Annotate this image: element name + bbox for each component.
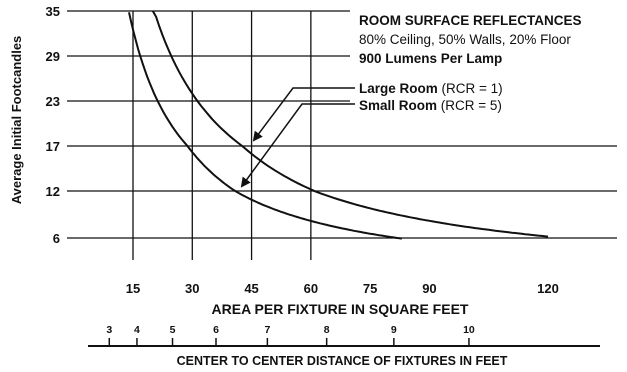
large-room-curve bbox=[151, 10, 549, 238]
secondary-tick-label: 8 bbox=[324, 324, 330, 336]
lumens-note: 900 Lumens Per Lamp bbox=[359, 51, 502, 66]
secondary-axis-title: CENTER TO CENTER DISTANCE OF FIXTURES IN… bbox=[177, 354, 508, 368]
y-tick-label: 12 bbox=[46, 184, 60, 199]
small-room-curve bbox=[128, 12, 402, 240]
x-tick-label: 90 bbox=[422, 281, 436, 296]
curves bbox=[128, 10, 549, 240]
y-tick-label: 35 bbox=[46, 4, 60, 19]
y-tick-label: 23 bbox=[46, 94, 60, 109]
x-tick-label: 60 bbox=[304, 281, 318, 296]
x-tick-label: 15 bbox=[126, 281, 140, 296]
y-tick-labels: 6 12 17 23 29 35 bbox=[46, 4, 60, 246]
reflectance-values: 80% Ceiling, 50% Walls, 20% Floor bbox=[359, 32, 571, 47]
secondary-tick-label: 9 bbox=[391, 324, 397, 336]
secondary-tick-label: 3 bbox=[106, 324, 112, 336]
secondary-tick-labels: 3 4 5 6 7 8 9 10 bbox=[106, 324, 475, 346]
x-tick-label: 120 bbox=[537, 281, 559, 296]
small-room-arrow bbox=[240, 103, 355, 188]
x-tick-label: 45 bbox=[244, 281, 258, 296]
y-tick-label: 6 bbox=[53, 231, 60, 246]
y-axis-title: Average Initial Footcandles bbox=[9, 36, 24, 205]
annotation-block: ROOM SURFACE REFLECTANCES 80% Ceiling, 5… bbox=[350, 8, 622, 118]
secondary-tick-label: 4 bbox=[134, 324, 140, 336]
x-tick-label: 75 bbox=[363, 281, 377, 296]
x-tick-label: 30 bbox=[185, 281, 199, 296]
x-axis-title: AREA PER FIXTURE IN SQUARE FEET bbox=[212, 301, 469, 317]
reflectance-heading: ROOM SURFACE REFLECTANCES bbox=[359, 13, 582, 28]
secondary-tick-label: 6 bbox=[213, 324, 219, 336]
small-room-label: Small Room (RCR = 5) bbox=[359, 98, 502, 113]
secondary-tick-label: 5 bbox=[170, 324, 176, 336]
large-room-arrow bbox=[252, 87, 355, 142]
secondary-tick-label: 10 bbox=[463, 324, 475, 336]
x-tick-labels: 15 30 45 60 75 90 120 bbox=[126, 281, 559, 296]
y-tick-label: 29 bbox=[46, 49, 60, 64]
y-tick-label: 17 bbox=[46, 139, 60, 154]
secondary-tick-label: 7 bbox=[264, 324, 270, 336]
large-room-label: Large Room (RCR = 1) bbox=[359, 81, 503, 96]
